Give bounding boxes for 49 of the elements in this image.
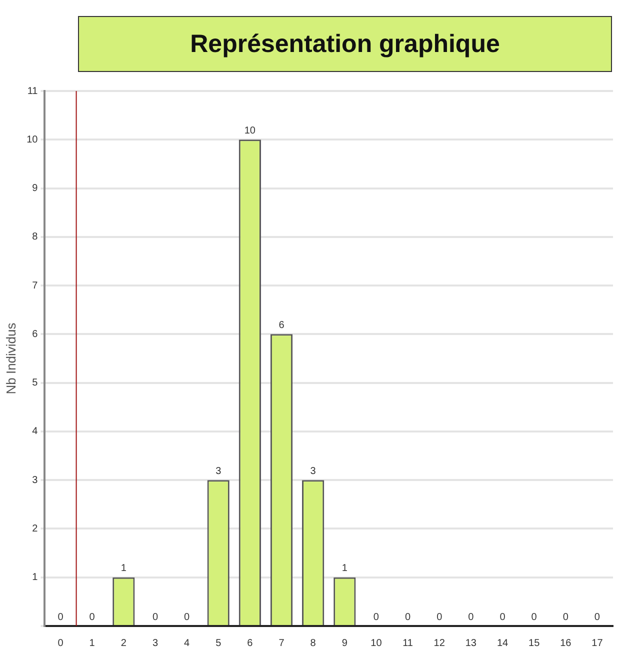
data-label: 10 — [244, 125, 256, 136]
y-tick-label: 8 — [32, 232, 38, 243]
x-tick-label: 14 — [496, 638, 508, 649]
y-tick-label: 4 — [32, 426, 38, 438]
x-tick-label: 17 — [592, 638, 604, 649]
data-label: 0 — [500, 612, 506, 623]
data-label: 0 — [468, 612, 474, 623]
data-label: 1 — [342, 563, 348, 574]
x-tick-label: 9 — [342, 638, 348, 649]
x-tick-label: 2 — [120, 638, 127, 649]
x-tick-label: 13 — [465, 638, 477, 649]
data-label: 3 — [310, 466, 316, 477]
y-tick-label: 11 — [27, 86, 38, 97]
x-tick-label: 11 — [402, 638, 414, 649]
x-tick-label: 4 — [184, 638, 190, 649]
data-label: 0 — [405, 612, 412, 623]
data-label: 0 — [531, 612, 538, 623]
chart-title: Représentation graphique — [78, 16, 612, 72]
y-tick-label: 5 — [32, 378, 38, 389]
x-tick-label: 3 — [152, 638, 158, 649]
data-label: 0 — [89, 612, 96, 623]
x-tick-label: 6 — [247, 638, 254, 649]
x-tick-label: 10 — [370, 638, 382, 649]
data-label: 0 — [184, 612, 190, 623]
data-label: 0 — [594, 612, 600, 623]
data-label: 0 — [152, 612, 158, 623]
data-label: 1 — [120, 563, 127, 574]
x-tick-label: 0 — [58, 638, 64, 649]
y-tick-label: 1 — [32, 572, 38, 584]
y-tick-label: 2 — [32, 523, 38, 534]
y-tick-label: 10 — [26, 134, 38, 146]
y-axis-title: Nb Individus — [3, 322, 18, 394]
y-tick-label: 7 — [32, 280, 38, 292]
data-label: 0 — [562, 612, 569, 623]
x-tick-label: 12 — [434, 638, 446, 649]
x-tick-label: 16 — [560, 638, 572, 649]
data-label: 0 — [58, 612, 64, 623]
y-tick-label: 6 — [32, 328, 38, 340]
x-tick-label: 15 — [528, 638, 540, 649]
x-tick-label: 1 — [89, 638, 96, 649]
x-tick-label: 5 — [216, 638, 222, 649]
data-label: 3 — [216, 466, 222, 477]
y-tick-label: 3 — [32, 474, 38, 486]
data-label: 0 — [373, 612, 380, 623]
data-label: 6 — [278, 320, 285, 331]
x-tick-label: 7 — [278, 638, 285, 649]
y-tick-label: 9 — [32, 183, 38, 194]
data-label: 0 — [436, 612, 443, 623]
x-tick-label: 8 — [310, 638, 316, 649]
